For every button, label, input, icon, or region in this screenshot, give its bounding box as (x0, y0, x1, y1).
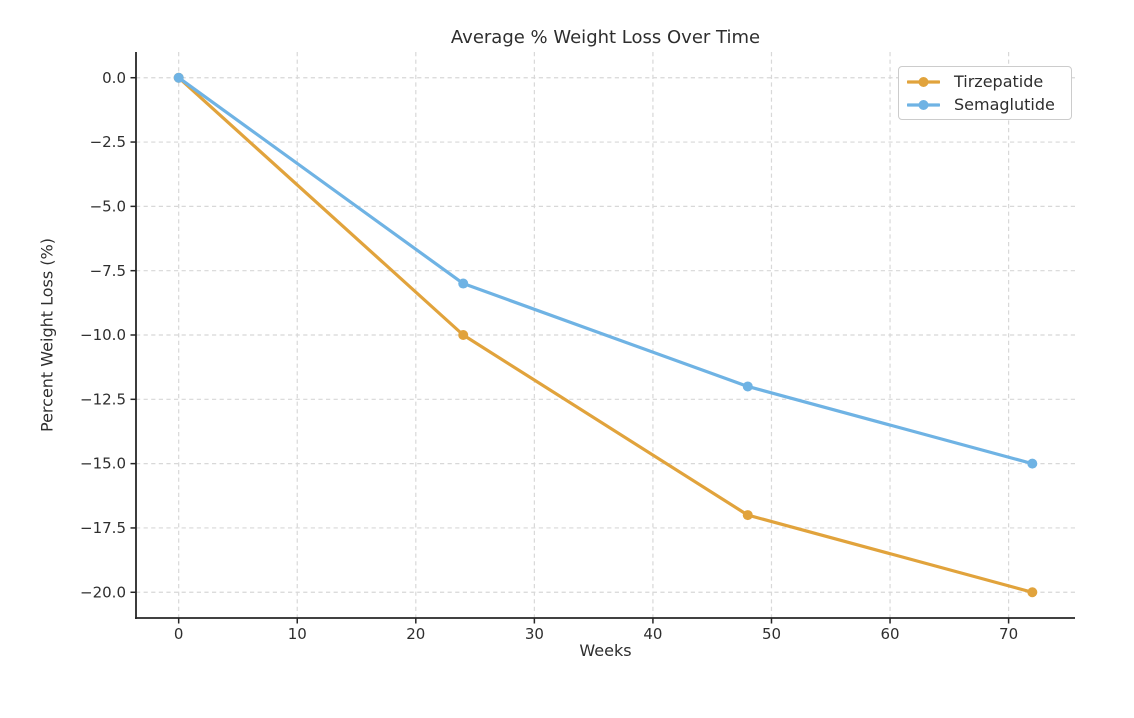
x-tick-label: 50 (762, 625, 781, 643)
data-point-semaglutide (173, 72, 184, 83)
y-tick-label: −17.5 (80, 519, 126, 537)
y-tick-label: −5.0 (90, 197, 126, 215)
y-tick-label: −2.5 (90, 133, 126, 151)
chart-title: Average % Weight Loss Over Time (450, 27, 761, 48)
y-tick-label: −12.5 (80, 390, 126, 408)
x-tick-label: 40 (643, 625, 662, 643)
x-tick-label: 70 (999, 625, 1018, 643)
data-point-semaglutide (458, 278, 469, 289)
y-tick-label: −7.5 (90, 262, 126, 280)
legend-line-marker-icon (907, 99, 940, 110)
data-point-tirzepatide (742, 510, 753, 521)
series-line-tirzepatide (177, 76, 1034, 594)
legend-line-marker-icon (907, 76, 940, 87)
x-tick-label: 20 (406, 625, 425, 643)
x-tick-label: 60 (880, 625, 899, 643)
y-tick-label: −10.0 (80, 326, 126, 344)
y-tick-label: −20.0 (80, 583, 126, 601)
y-tick-label: 0.0 (102, 69, 126, 87)
data-point-semaglutide (1027, 458, 1038, 469)
legend-label: Tirzepatide (954, 72, 1044, 91)
x-tick-label: 30 (525, 625, 544, 643)
x-tick-label: 0 (174, 625, 184, 643)
legend-item-tirzepatide: Tirzepatide (907, 70, 1055, 93)
data-point-semaglutide (742, 381, 753, 392)
data-point-tirzepatide (458, 330, 469, 340)
legend-label: Semaglutide (954, 95, 1055, 114)
data-point-tirzepatide (1027, 587, 1038, 598)
series-line-semaglutide (177, 76, 1034, 466)
x-axis-label: Weeks (579, 641, 632, 660)
legend-item-semaglutide: Semaglutide (907, 93, 1055, 116)
y-tick-label: −15.0 (80, 455, 126, 473)
x-tick-label: 10 (288, 625, 307, 643)
legend: Tirzepatide Semaglutide (898, 66, 1072, 120)
